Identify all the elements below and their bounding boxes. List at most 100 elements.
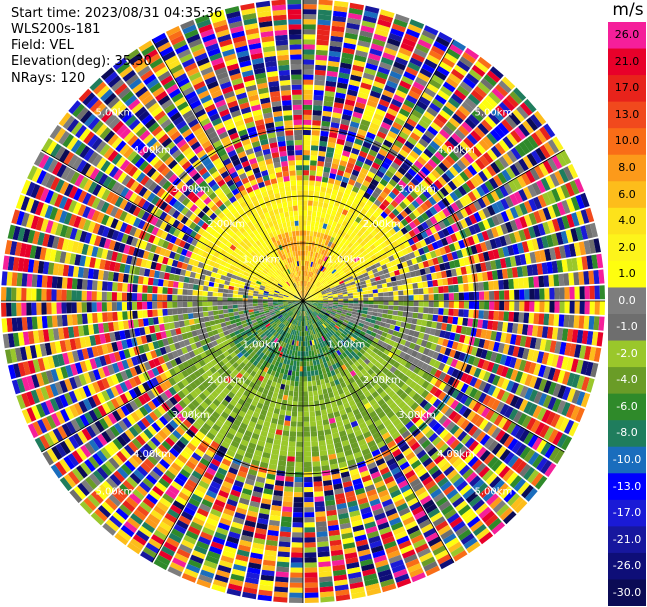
radar-gate — [533, 110, 547, 125]
radar-gate — [333, 244, 339, 251]
radar-gate — [487, 320, 494, 330]
radar-gate — [388, 32, 403, 42]
radar-gate — [549, 301, 555, 313]
radar-gate — [342, 266, 348, 272]
radar-gate — [304, 557, 317, 563]
radar-gate — [314, 274, 318, 280]
radar-gate — [570, 196, 581, 211]
radar-gate — [514, 144, 526, 158]
radar-gate — [323, 261, 328, 268]
radar-gate — [428, 234, 436, 243]
radar-gate — [599, 285, 605, 300]
radar-gate — [405, 28, 421, 39]
radar-gate — [317, 430, 325, 437]
radar-gate — [313, 286, 318, 291]
radar-gate — [558, 314, 565, 327]
radar-gate — [362, 272, 369, 278]
radar-gate — [459, 196, 469, 207]
radar-gate — [307, 298, 313, 300]
radar-gate — [372, 289, 378, 294]
radar-gate — [440, 85, 453, 97]
radar-gate — [455, 267, 462, 276]
radar-gate — [346, 285, 352, 289]
radar-gate — [333, 102, 344, 109]
radar-gate — [303, 9, 317, 15]
radar-gate — [509, 301, 515, 311]
radar-gate — [468, 114, 480, 126]
radar-gate — [513, 191, 524, 204]
radar-gate — [423, 148, 434, 159]
radar-gate — [513, 312, 520, 323]
radar-gate — [364, 175, 373, 183]
radar-gate — [338, 298, 344, 301]
radar-gate — [325, 156, 333, 163]
radar-gate — [321, 414, 329, 421]
radar-gate — [341, 273, 347, 279]
radar-gate — [357, 188, 366, 196]
radar-gate — [473, 254, 480, 264]
radar-gate — [354, 138, 364, 146]
radar-gate — [433, 117, 445, 129]
radar-gate — [293, 391, 299, 397]
radar-gate — [319, 135, 328, 142]
radar-gate — [534, 338, 542, 350]
radar-gate — [338, 296, 344, 299]
radar-gate — [320, 404, 326, 411]
radar-gate — [347, 293, 353, 296]
radar-gate — [307, 276, 310, 282]
radar-gate — [291, 370, 296, 377]
radar-gate — [399, 201, 408, 210]
radar-gate — [313, 231, 318, 237]
radar-gate — [428, 196, 437, 206]
radar-gate — [295, 376, 299, 382]
radar-gate — [558, 273, 565, 286]
radar-gate — [367, 290, 373, 294]
radar-gate — [381, 161, 390, 170]
radar-gate — [314, 84, 325, 91]
radar-gate — [381, 253, 388, 260]
radar-gate — [437, 279, 444, 286]
radar-gate — [327, 296, 333, 299]
radar-gate — [553, 314, 560, 327]
radar-gate — [383, 246, 390, 253]
radar-gate — [404, 232, 412, 240]
radar-gate — [319, 232, 325, 239]
radar-gate — [357, 155, 366, 163]
radar-gate — [566, 198, 576, 213]
radar-gate — [516, 105, 529, 120]
radar-gate — [426, 273, 433, 281]
radar-gate — [315, 64, 327, 71]
radar-gate — [349, 121, 360, 129]
radar-gate — [344, 99, 356, 107]
radar-gate — [444, 261, 451, 270]
radar-gate — [359, 265, 366, 271]
radar-gate — [288, 390, 294, 397]
radar-gate — [370, 144, 380, 153]
radar-gate — [330, 254, 336, 261]
radar-gate — [337, 308, 343, 312]
radar-gate — [315, 237, 320, 243]
radar-gate — [304, 517, 315, 523]
radar-gate — [500, 198, 510, 210]
radar-gate — [308, 299, 313, 301]
radar-gate — [389, 228, 397, 236]
radar-gate — [470, 176, 480, 188]
radar-gate — [281, 516, 292, 523]
radar-gate — [345, 270, 351, 276]
radar-gate — [279, 536, 291, 543]
radar-gate — [372, 247, 379, 254]
radar-gate — [441, 143, 452, 155]
radar-gate — [323, 250, 328, 256]
radar-gate — [303, 34, 316, 40]
radar-gate — [379, 203, 387, 211]
radar-gate — [412, 235, 420, 244]
radar-gate — [370, 178, 379, 187]
radar-gate — [498, 156, 509, 169]
radar-gate — [389, 220, 397, 228]
radar-gate — [317, 293, 323, 297]
radar-gate — [310, 370, 315, 376]
radar-gate — [393, 291, 399, 296]
radar-gate — [423, 87, 437, 98]
radar-gate — [463, 309, 469, 318]
radar-gate — [450, 324, 458, 333]
